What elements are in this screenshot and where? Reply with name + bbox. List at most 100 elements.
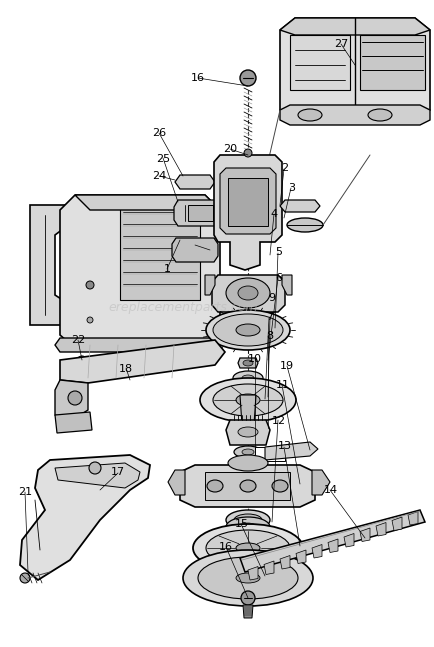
Circle shape (240, 591, 254, 605)
Polygon shape (311, 545, 321, 558)
Ellipse shape (236, 394, 260, 406)
Polygon shape (311, 470, 329, 495)
Text: 8: 8 (266, 331, 273, 342)
Circle shape (86, 281, 94, 289)
Text: 5: 5 (274, 247, 281, 258)
Polygon shape (391, 517, 401, 531)
Ellipse shape (286, 218, 322, 232)
Circle shape (87, 317, 93, 323)
Text: 25: 25 (156, 153, 170, 164)
Polygon shape (55, 412, 92, 433)
Polygon shape (295, 550, 305, 564)
Polygon shape (279, 556, 289, 569)
Polygon shape (240, 395, 256, 425)
Ellipse shape (236, 573, 260, 583)
Polygon shape (263, 561, 273, 575)
Polygon shape (279, 18, 429, 35)
Text: 21: 21 (18, 487, 32, 497)
Text: 15: 15 (234, 519, 248, 529)
Polygon shape (60, 340, 224, 383)
Text: 6: 6 (274, 273, 281, 283)
Ellipse shape (236, 324, 260, 336)
Text: 11: 11 (275, 380, 289, 390)
Polygon shape (247, 567, 257, 580)
Ellipse shape (271, 480, 287, 492)
Polygon shape (211, 275, 284, 312)
Text: 4: 4 (270, 208, 277, 219)
Circle shape (20, 573, 30, 583)
Polygon shape (375, 523, 385, 536)
Text: 10: 10 (247, 354, 261, 364)
Text: 20: 20 (223, 144, 237, 154)
Polygon shape (281, 275, 291, 295)
Text: 26: 26 (151, 127, 165, 138)
Polygon shape (240, 510, 424, 572)
Bar (187, 205, 213, 221)
Text: 3: 3 (287, 182, 294, 193)
Ellipse shape (237, 427, 257, 437)
Polygon shape (407, 512, 417, 525)
Text: 12: 12 (271, 415, 285, 426)
Text: 17: 17 (110, 467, 124, 477)
Text: 7: 7 (266, 312, 273, 322)
Polygon shape (343, 534, 353, 547)
Polygon shape (171, 238, 217, 262)
Circle shape (243, 149, 251, 157)
Polygon shape (237, 358, 257, 368)
Text: 13: 13 (277, 441, 291, 452)
Polygon shape (204, 275, 214, 295)
Polygon shape (174, 200, 220, 226)
Polygon shape (174, 175, 214, 189)
Ellipse shape (226, 517, 270, 537)
Ellipse shape (297, 109, 321, 121)
Text: 2: 2 (281, 163, 288, 173)
Ellipse shape (227, 455, 267, 471)
Ellipse shape (207, 480, 223, 492)
Text: 22: 22 (71, 334, 85, 345)
Polygon shape (220, 168, 275, 234)
Text: ereplacementparts.com: ereplacementparts.com (108, 301, 257, 314)
Polygon shape (20, 455, 150, 580)
Text: 24: 24 (151, 171, 165, 181)
Text: 27: 27 (334, 39, 348, 49)
Ellipse shape (193, 524, 302, 572)
Ellipse shape (206, 530, 289, 566)
Ellipse shape (240, 523, 256, 531)
Polygon shape (30, 205, 75, 325)
Ellipse shape (206, 310, 289, 350)
Polygon shape (264, 442, 317, 460)
Circle shape (240, 70, 256, 86)
Polygon shape (75, 195, 220, 210)
Text: 18: 18 (119, 364, 133, 374)
Text: 19: 19 (279, 360, 293, 371)
Polygon shape (243, 605, 253, 618)
Text: 1: 1 (164, 263, 171, 274)
Ellipse shape (241, 449, 253, 455)
Ellipse shape (226, 278, 270, 308)
Ellipse shape (243, 360, 253, 366)
Polygon shape (327, 539, 337, 553)
Bar (227, 178, 267, 226)
Bar (204, 472, 289, 500)
Polygon shape (226, 420, 270, 445)
Polygon shape (279, 105, 429, 125)
Ellipse shape (237, 286, 257, 300)
Ellipse shape (241, 375, 253, 381)
Text: 9: 9 (268, 292, 275, 303)
Ellipse shape (213, 314, 283, 346)
Polygon shape (55, 338, 220, 352)
Bar (120, 205, 200, 300)
Polygon shape (55, 380, 88, 420)
Polygon shape (214, 155, 281, 270)
Ellipse shape (233, 446, 261, 458)
Bar (359, 35, 424, 90)
Text: 16: 16 (191, 72, 204, 83)
Circle shape (77, 356, 87, 366)
Polygon shape (168, 470, 184, 495)
Ellipse shape (236, 543, 260, 553)
Polygon shape (279, 200, 319, 212)
Ellipse shape (183, 550, 312, 606)
Ellipse shape (200, 378, 295, 422)
Ellipse shape (367, 109, 391, 121)
Polygon shape (60, 195, 220, 348)
